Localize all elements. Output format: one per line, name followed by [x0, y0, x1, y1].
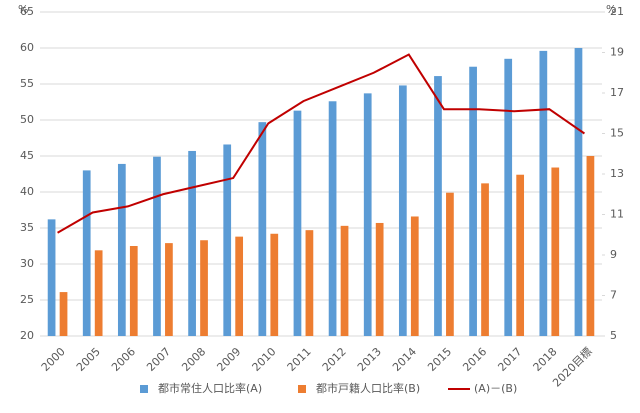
y-tick-label: 30 — [20, 257, 34, 270]
x-tick-label: 2011 — [285, 345, 314, 374]
x-tick-label: 2013 — [355, 345, 384, 374]
y2-tick-label: 21 — [610, 5, 624, 18]
bar — [200, 240, 208, 336]
legend-swatch — [140, 385, 148, 393]
bar — [446, 192, 454, 336]
bar — [481, 183, 489, 336]
bar — [47, 219, 56, 336]
bar — [153, 156, 161, 336]
bar — [82, 170, 91, 336]
y-tick-label: 45 — [20, 149, 34, 162]
x-tick-label: 2018 — [531, 345, 560, 374]
bar — [270, 233, 279, 336]
bar — [305, 230, 314, 336]
x-tick-label: 2016 — [460, 345, 489, 374]
x-tick-label: 2008 — [179, 345, 208, 374]
bar — [340, 225, 349, 336]
y-tick-label: 55 — [20, 77, 34, 90]
bar — [117, 163, 126, 336]
x-tick-label: 2007 — [144, 345, 173, 374]
bar — [235, 236, 244, 336]
bar — [258, 122, 267, 336]
bar — [165, 243, 173, 336]
bar — [586, 156, 595, 336]
y-tick-label: 60 — [20, 41, 34, 54]
y-tick-label: 40 — [20, 185, 34, 198]
x-tick-label: 2012 — [320, 345, 349, 374]
bar — [434, 76, 442, 336]
y2-tick-label: 7 — [610, 289, 617, 302]
y-tick-label: 25 — [20, 293, 34, 306]
bar — [551, 167, 560, 336]
y-tick-label: 35 — [20, 221, 34, 234]
x-tick-label: 2015 — [425, 345, 454, 374]
bar — [516, 174, 525, 336]
bar — [293, 110, 302, 336]
bar — [469, 66, 477, 336]
bar — [129, 246, 138, 336]
y2-tick-label: 17 — [610, 86, 624, 99]
bar — [398, 85, 407, 336]
y2-tick-label: 19 — [610, 46, 624, 59]
y2-unit: % — [606, 3, 616, 16]
bar — [539, 50, 548, 336]
y-tick-label: 50 — [20, 113, 34, 126]
bar — [94, 250, 103, 336]
bar — [504, 58, 513, 337]
bar — [410, 216, 419, 336]
y2-tick-label: 15 — [610, 127, 624, 140]
line — [57, 53, 586, 234]
x-tick-label: 2006 — [109, 345, 138, 374]
bar — [328, 101, 337, 336]
legend-label: 都市常住人口比率(A) — [158, 381, 262, 395]
x-tick-label: 2017 — [495, 345, 524, 374]
x-tick-label: 2010 — [250, 345, 279, 374]
y2-tick-label: 9 — [610, 248, 617, 261]
legend-swatch — [298, 385, 306, 393]
x-tick-label: 2005 — [74, 345, 103, 374]
x-tick-label: 2009 — [214, 345, 243, 374]
bar — [188, 150, 196, 336]
legend-label: (A)－(B) — [474, 382, 517, 395]
y2-tick-label: 5 — [610, 329, 617, 342]
y-unit: % — [18, 3, 28, 16]
x-tick-label: 2000 — [39, 345, 68, 374]
bar — [574, 48, 583, 336]
y-tick-label: 65 — [20, 5, 34, 18]
legend-label: 都市戸籍人口比率(B) — [316, 381, 420, 395]
y-tick-label: 20 — [20, 329, 34, 342]
bar — [59, 292, 68, 336]
bar — [363, 93, 372, 336]
y2-tick-label: 11 — [610, 208, 624, 221]
bar — [223, 144, 232, 336]
y2-tick-label: 13 — [610, 167, 624, 180]
bar — [375, 222, 384, 336]
x-tick-label: 2014 — [390, 345, 419, 374]
